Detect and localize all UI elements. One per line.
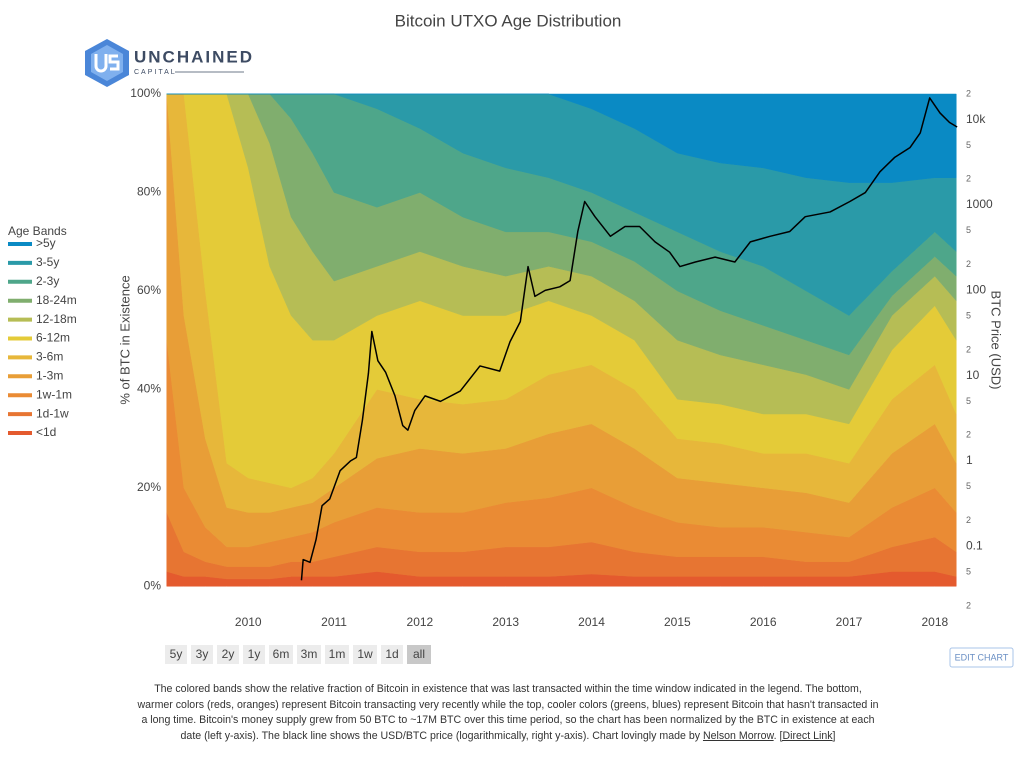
x-tick-label: 2017: [836, 615, 863, 629]
y-tick-label: 20%: [137, 480, 161, 494]
range-button-label[interactable]: 3y: [196, 647, 209, 661]
y2-tick-label: 2: [966, 88, 971, 98]
legend-label[interactable]: 1-3m: [36, 368, 63, 382]
y2-tick-label: 100: [966, 283, 986, 297]
range-button[interactable]: 2y: [217, 645, 239, 664]
range-button-box[interactable]: [269, 645, 293, 664]
legend-label[interactable]: 18-24m: [36, 293, 77, 307]
range-button-label[interactable]: 1d: [385, 647, 398, 661]
x-tick-label: 2012: [407, 615, 434, 629]
y2-tick-label: 5: [966, 310, 971, 320]
range-button-box[interactable]: [191, 645, 213, 664]
range-button[interactable]: 5y: [165, 645, 187, 664]
y2-tick-label: 1: [966, 453, 973, 467]
x-tick-label: 2010: [235, 615, 262, 629]
y-tick-label: 0%: [144, 578, 162, 592]
caption-end: .: [773, 729, 777, 742]
x-tick-label: 2013: [492, 615, 519, 629]
range-button[interactable]: all: [407, 645, 431, 664]
y2-tick-label: 2: [966, 344, 971, 354]
x-tick-label: 2011: [321, 615, 347, 629]
edit-button[interactable]: EDIT CHART: [949, 647, 1014, 668]
y-tick-label: 100%: [130, 86, 161, 100]
legend-label[interactable]: 12-18m: [36, 312, 77, 326]
caption-text: The colored bands show the relative frac…: [137, 683, 879, 742]
legend-label[interactable]: 3-6m: [36, 350, 63, 364]
y2-tick-label: 2: [966, 259, 971, 269]
price-line: [300, 97, 958, 581]
range-button-box[interactable]: [353, 645, 377, 664]
range-button-box[interactable]: [381, 645, 403, 664]
legend-label[interactable]: <1d: [36, 425, 56, 439]
plot-area: [166, 93, 958, 587]
legend-label[interactable]: 6-12m: [36, 331, 70, 345]
direct-link[interactable]: [Direct Link]: [779, 729, 836, 742]
author-link[interactable]: Nelson Morrow: [702, 729, 774, 742]
range-button-label[interactable]: 3m: [301, 647, 318, 661]
legend-label[interactable]: 1d-1w: [36, 406, 69, 420]
range-button-label[interactable]: 2y: [222, 647, 235, 661]
range-button-label[interactable]: 6m: [273, 647, 290, 661]
y2-tick-label: 10k: [966, 112, 986, 126]
logo-name: UNCHAINED: [134, 47, 254, 66]
y2-axis-label: BTC Price (USD): [989, 291, 1004, 390]
chart-title: Bitcoin UTXO Age Distribution: [395, 11, 622, 30]
range-button-box[interactable]: [243, 645, 265, 664]
y2-tick-label: 5: [966, 566, 971, 576]
legend-label[interactable]: >5y: [36, 236, 56, 250]
legend: >5y 3-5y 2-3y 18-24m 12-18m 6-12m 3-6m 1-3m 1w-1…: [8, 236, 77, 439]
area-band: [166, 93, 957, 183]
range-button-label[interactable]: all: [413, 647, 425, 661]
x-tick-label: 2016: [750, 615, 777, 629]
y2-tick-label: 10: [966, 368, 980, 382]
legend-title: Age Bands: [8, 224, 67, 238]
logo-mark: [94, 54, 120, 73]
y2-tick-label: 1000: [966, 197, 993, 211]
range-button-box[interactable]: [165, 645, 187, 664]
range-button[interactable]: 3m: [297, 645, 321, 664]
range-button-label[interactable]: 1y: [248, 647, 261, 661]
y-tick-label: 40%: [137, 382, 161, 396]
range-button[interactable]: 1m: [325, 645, 349, 664]
y-tick-label: 80%: [137, 185, 161, 199]
range-button[interactable]: 1w: [353, 645, 377, 664]
range-button-box[interactable]: [217, 645, 239, 664]
y2-tick-label: 5: [966, 140, 971, 150]
range-button[interactable]: 3y: [191, 645, 213, 664]
range-selector: 5y 3y 2y 1y 6m 3m 1m 1w 1d all: [165, 645, 431, 664]
logo-sub: CAPITAL: [134, 69, 177, 76]
y-tick-label: 60%: [137, 283, 161, 297]
range-button[interactable]: 1d: [381, 645, 403, 664]
range-button-box[interactable]: [325, 645, 349, 664]
range-button[interactable]: 1y: [243, 645, 265, 664]
y2-tick-label: 5: [966, 396, 971, 406]
y2-tick-label: 2: [966, 515, 971, 525]
range-button-box[interactable]: [407, 645, 431, 664]
x-tick-label: 2014: [578, 615, 605, 629]
range-button[interactable]: 6m: [269, 645, 293, 664]
range-button-label[interactable]: 1m: [329, 647, 346, 661]
logo: UNCHAINED CAPITAL: [85, 39, 254, 87]
x-tick-label: 2018: [921, 615, 948, 629]
legend-label[interactable]: 1w-1m: [36, 387, 72, 401]
y2-tick-label: 2: [966, 600, 971, 610]
legend-label[interactable]: 3-5y: [36, 255, 59, 269]
y2-tick-label: 2: [966, 430, 971, 440]
y2-tick-label: 5: [966, 481, 971, 491]
edit-button-label[interactable]: EDIT CHART: [955, 652, 1009, 662]
x-tick-label: 2015: [664, 615, 691, 629]
range-button-label[interactable]: 1w: [357, 647, 373, 661]
y-axis-label: % of BTC in Existence: [117, 275, 132, 404]
range-button-label[interactable]: 5y: [170, 647, 183, 661]
y2-tick-label: 5: [966, 225, 971, 235]
y2-tick-label: 2: [966, 174, 971, 184]
edit-button-box[interactable]: [949, 647, 1014, 668]
y2-tick-label: 0.1: [966, 539, 983, 553]
caption: The colored bands show the relative frac…: [136, 682, 880, 744]
legend-label[interactable]: 2-3y: [36, 274, 59, 288]
range-button-box[interactable]: [297, 645, 321, 664]
